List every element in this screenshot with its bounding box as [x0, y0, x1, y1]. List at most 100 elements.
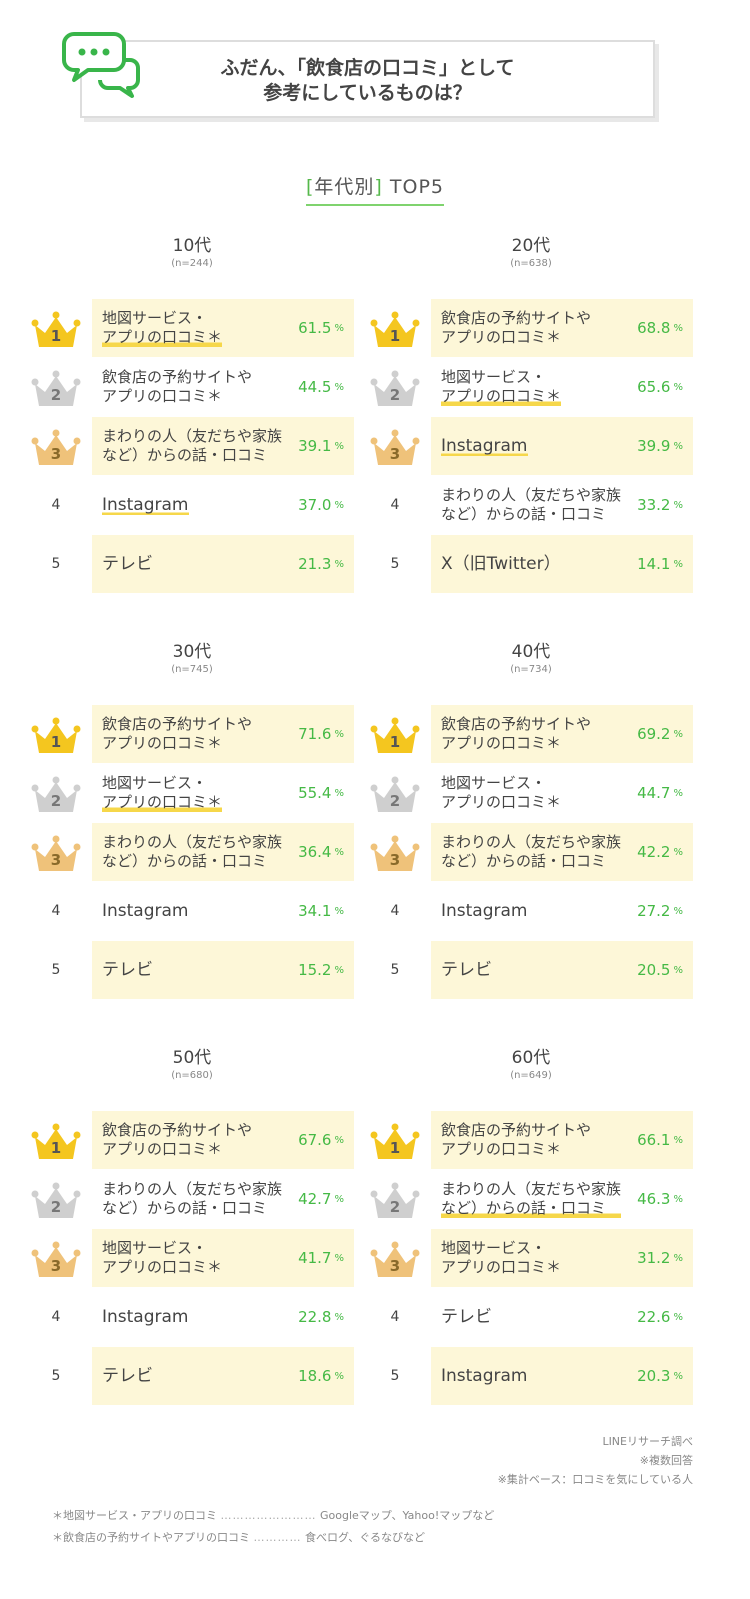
ranking-cell: Instagram 20.3%	[431, 1347, 693, 1405]
ranking-cell: 飲食店の予約サイトや アプリの口コミ＊ 68.8%	[431, 299, 693, 357]
percentage-value: 14.1%	[637, 535, 683, 593]
value-unit: %	[334, 905, 344, 917]
panel-title: 10代 (n=244)	[27, 236, 357, 270]
value-number: 20.3	[637, 1367, 671, 1385]
rank-marker: 5	[27, 941, 85, 999]
rank-number: 4	[51, 1309, 61, 1325]
percentage-value: 31.2%	[637, 1229, 683, 1287]
item-label: Instagram	[441, 900, 528, 921]
rank-marker: 4	[27, 1288, 85, 1346]
rank-marker: 4	[366, 882, 424, 940]
rank-number: 3	[50, 1257, 62, 1275]
footnote-term: ＊地図サービス・アプリの口コミ	[52, 1509, 217, 1522]
value-number: 31.2	[637, 1249, 671, 1267]
rank-number: 3	[50, 445, 62, 463]
ranking-cell: まわりの人（友だちや家族 など）からの話・口コミ 33.2%	[431, 476, 693, 534]
rank-number: 5	[390, 962, 400, 978]
rank-number: 4	[51, 497, 61, 513]
value-unit: %	[334, 558, 344, 570]
percentage-value: 55.4%	[298, 764, 344, 822]
crown-icon: 1	[366, 1111, 424, 1169]
footnote-1: ＊地図サービス・アプリの口コミ …………………… Googleマップ、Yahoo…	[52, 1505, 494, 1527]
panel-title: 20代 (n=638)	[366, 236, 696, 270]
footnote-leader: …………	[253, 1531, 302, 1544]
percentage-value: 22.6%	[637, 1288, 683, 1346]
percentage-value: 39.1%	[298, 417, 344, 475]
item-label: まわりの人（友だちや家族 など）からの話・口コミ	[102, 833, 283, 870]
rank-number: 5	[390, 1368, 400, 1384]
percentage-value: 27.2%	[637, 882, 683, 940]
footnote-leader: ……………………	[220, 1509, 317, 1522]
rank-marker: 5	[27, 1347, 85, 1405]
rank-marker: 5	[366, 941, 424, 999]
percentage-value: 44.5%	[298, 358, 344, 416]
percentage-value: 37.0%	[298, 476, 344, 534]
rank-number: 5	[51, 1368, 61, 1384]
rank-marker: 5	[27, 535, 85, 593]
item-label: まわりの人（友だちや家族 など）からの話・口コミ	[102, 1180, 283, 1217]
ranking-row: 3 まわりの人（友だちや家族 など）からの話・口コミ 36.4%	[27, 823, 357, 881]
ranking-row: 1 飲食店の予約サイトや アプリの口コミ＊ 67.6%	[27, 1111, 357, 1169]
ranking-row: 5 X（旧Twitter） 14.1%	[366, 535, 696, 593]
rank-number: 1	[50, 1139, 62, 1157]
percentage-value: 42.7%	[298, 1170, 344, 1228]
item-label: まわりの人（友だちや家族 など）からの話・口コミ	[441, 486, 622, 523]
value-number: 44.5	[298, 378, 332, 396]
percentage-value: 66.1%	[637, 1111, 683, 1169]
ranking-panel: 30代 (n=745) 1 飲食店の予約サイトや アプリの口コミ＊ 71.6% 2 地図サー…	[27, 642, 357, 999]
item-label: まわりの人（友だちや家族 など）からの話・口コミ	[441, 833, 622, 870]
percentage-value: 22.8%	[298, 1288, 344, 1346]
percentage-value: 21.3%	[298, 535, 344, 593]
value-number: 66.1	[637, 1131, 671, 1149]
source-note: LINEリサーチ調べ ※複数回答 ※集計ベース：口コミを気にしている人	[498, 1432, 693, 1489]
value-number: 61.5	[298, 319, 332, 337]
ranking-row: 2 地図サービス・ アプリの口コミ＊ 65.6%	[366, 358, 696, 416]
item-label: Instagram	[102, 900, 189, 921]
value-unit: %	[334, 1134, 344, 1146]
ranking-panel: 40代 (n=734) 1 飲食店の予約サイトや アプリの口コミ＊ 69.2% 2 地図サー…	[366, 642, 696, 999]
item-label: 飲食店の予約サイトや アプリの口コミ＊	[102, 715, 253, 752]
ranking-cell: 飲食店の予約サイトや アプリの口コミ＊ 71.6%	[92, 705, 354, 763]
value-unit: %	[673, 846, 683, 858]
value-number: 27.2	[637, 902, 671, 920]
percentage-value: 18.6%	[298, 1347, 344, 1405]
crown-icon: 2	[27, 358, 85, 416]
age-group-label: 60代	[511, 1048, 551, 1068]
ranking-cell: 飲食店の予約サイトや アプリの口コミ＊ 66.1%	[431, 1111, 693, 1169]
ranking-row: 5 Instagram 20.3%	[366, 1347, 696, 1405]
ranking-panel: 50代 (n=680) 1 飲食店の予約サイトや アプリの口コミ＊ 67.6% 2 まわりの…	[27, 1048, 357, 1405]
rank-number: 1	[50, 327, 62, 345]
percentage-value: 20.3%	[637, 1347, 683, 1405]
percentage-value: 44.7%	[637, 764, 683, 822]
value-number: 41.7	[298, 1249, 332, 1267]
value-number: 44.7	[637, 784, 671, 802]
rank-number: 2	[389, 1198, 401, 1216]
crown-icon: 2	[366, 358, 424, 416]
ranking-row: 1 地図サービス・ アプリの口コミ＊ 61.5%	[27, 299, 357, 357]
rank-number: 2	[50, 792, 62, 810]
ranking-cell: 地図サービス・ アプリの口コミ＊ 61.5%	[92, 299, 354, 357]
rank-marker: 4	[27, 882, 85, 940]
rank-marker: 5	[366, 535, 424, 593]
crown-icon: 2	[27, 1170, 85, 1228]
ranking-row: 5 テレビ 20.5%	[366, 941, 696, 999]
ranking-row: 2 まわりの人（友だちや家族 など）からの話・口コミ 46.3%	[366, 1170, 696, 1228]
ranking-cell: 飲食店の予約サイトや アプリの口コミ＊ 44.5%	[92, 358, 354, 416]
item-label: 地図サービス・ アプリの口コミ＊	[102, 774, 223, 812]
value-unit: %	[334, 499, 344, 511]
ranking-cell: テレビ 15.2%	[92, 941, 354, 999]
page-title: ふだん、「飲食店の口コミ」として 参考にしているものは？	[82, 56, 653, 106]
value-unit: %	[673, 499, 683, 511]
section-subheading: [年代別] TOP5	[0, 172, 750, 206]
percentage-value: 67.6%	[298, 1111, 344, 1169]
value-number: 46.3	[637, 1190, 671, 1208]
rank-number: 5	[390, 556, 400, 572]
item-label: 地図サービス・ アプリの口コミ＊	[441, 368, 562, 406]
crown-icon: 1	[27, 1111, 85, 1169]
value-number: 36.4	[298, 843, 332, 861]
age-group-label: 30代	[172, 642, 212, 662]
value-number: 69.2	[637, 725, 671, 743]
ranking-row: 1 飲食店の予約サイトや アプリの口コミ＊ 71.6%	[27, 705, 357, 763]
value-unit: %	[334, 322, 344, 334]
ranking-row: 1 飲食店の予約サイトや アプリの口コミ＊ 66.1%	[366, 1111, 696, 1169]
